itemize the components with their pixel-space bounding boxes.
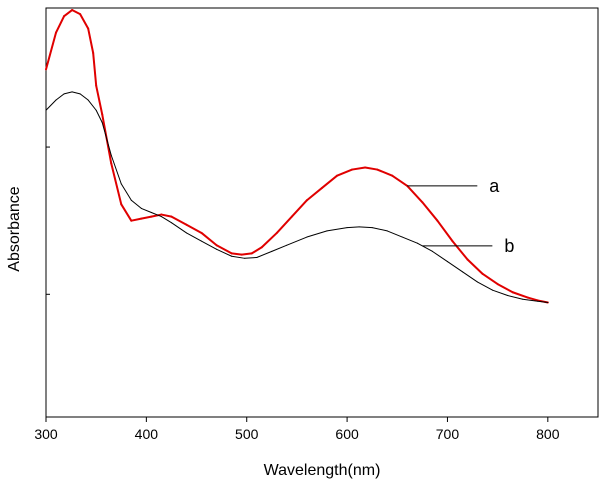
series-b-segment <box>201 240 218 250</box>
series-b-segment <box>231 255 246 259</box>
series-a-segment <box>250 246 263 255</box>
x-tick-label-800: 800 <box>536 426 560 442</box>
annotation-label-b: b <box>504 236 514 256</box>
series-b-segment <box>271 244 288 252</box>
series-b-segment <box>110 154 122 185</box>
series-a-segment <box>170 215 188 226</box>
series-a-segment <box>526 296 539 302</box>
series-a-segment <box>230 252 243 256</box>
series-a-segment <box>87 27 95 54</box>
series-a-segment <box>240 252 253 256</box>
series-a-segment <box>511 291 529 299</box>
series-b-segment <box>492 289 509 297</box>
series-a-segment <box>95 84 104 116</box>
series-b-segment <box>130 199 142 209</box>
series-layer <box>45 9 549 304</box>
series-a-segment <box>150 213 163 218</box>
series-a-segment <box>71 9 82 16</box>
series-b-segment <box>55 93 65 101</box>
x-tick-label-400: 400 <box>135 426 159 442</box>
series-a-segment <box>160 213 173 218</box>
series-a-segment <box>406 184 424 204</box>
series-a-segment <box>140 215 153 220</box>
x-ticks: 300 400 500 600 700 800 <box>34 417 560 442</box>
series-a-segment <box>321 174 339 189</box>
series-b-segment <box>120 183 132 201</box>
series-b-segment <box>306 230 328 238</box>
series-a-segment <box>496 283 514 294</box>
series-b-segment <box>371 227 388 232</box>
series-a-segment <box>275 215 293 234</box>
series-a-segment <box>436 219 454 243</box>
series-b-segment <box>95 109 103 124</box>
annotation-label-a: a <box>489 176 500 196</box>
series-b-segment <box>537 300 549 303</box>
series-a-segment <box>481 272 499 286</box>
series-a-segment <box>466 258 484 275</box>
series-a-segment <box>63 9 74 18</box>
series-b-segment <box>216 248 233 257</box>
series-a <box>45 9 549 304</box>
y-axis-label: Absorbance <box>6 186 23 271</box>
series-b-segment <box>79 93 89 101</box>
series-a-segment <box>421 201 439 222</box>
series-b-segment <box>101 122 112 156</box>
series-a-segment <box>200 231 218 247</box>
series-b-segment <box>386 230 403 238</box>
series-a-segment <box>290 199 308 218</box>
series-a-segment <box>92 51 98 87</box>
series-b-segment <box>150 212 162 218</box>
plot-frame <box>45 7 599 418</box>
series-b-segment <box>286 236 308 246</box>
series-a-segment <box>364 166 379 171</box>
series-a-segment <box>185 223 203 234</box>
series-b-segment <box>416 242 433 252</box>
series-a-segment <box>336 168 354 177</box>
series-b-segment <box>446 261 464 273</box>
series-b-segment <box>63 91 73 95</box>
annotation-layer: ab <box>407 176 514 256</box>
x-axis-label: Wavelength(nm) <box>264 462 381 479</box>
series-a-segment <box>391 174 409 187</box>
series-b-segment <box>45 99 57 111</box>
x-tick-label-600: 600 <box>335 426 359 442</box>
x-tick-label-700: 700 <box>436 426 460 442</box>
y-ticks <box>46 146 50 295</box>
series-a-segment <box>215 244 233 255</box>
series-a-segment <box>376 168 394 177</box>
series-b-segment <box>140 207 152 213</box>
series-b-segment <box>244 256 258 259</box>
series-b-segment <box>256 250 273 258</box>
series-a-segment <box>120 203 133 222</box>
series-b <box>45 91 549 303</box>
series-b-segment <box>477 281 494 291</box>
series-a-segment <box>55 15 66 34</box>
series-b-segment <box>431 250 448 263</box>
series-b-segment <box>358 226 373 229</box>
series-a-segment <box>79 13 90 30</box>
series-b-segment <box>186 232 203 242</box>
series-b-segment <box>71 91 81 95</box>
x-tick-label-500: 500 <box>235 426 259 442</box>
x-tick-label-300: 300 <box>34 426 58 442</box>
series-a-segment <box>260 231 278 249</box>
series-a-segment <box>451 240 469 261</box>
series-b-segment <box>462 271 479 283</box>
series-b-segment <box>346 226 360 229</box>
series-b-segment <box>507 295 524 300</box>
series-b-segment <box>160 216 172 224</box>
series-b-segment <box>326 227 348 232</box>
series-a-segment <box>110 162 123 206</box>
series-b-segment <box>170 222 188 234</box>
series-b-segment <box>401 236 418 244</box>
series-a-segment <box>130 217 143 222</box>
series-b-segment <box>87 99 97 111</box>
series-a-segment <box>305 186 323 202</box>
series-b-segment <box>522 298 539 302</box>
series-a-segment <box>45 31 58 71</box>
series-a-segment <box>351 166 367 171</box>
